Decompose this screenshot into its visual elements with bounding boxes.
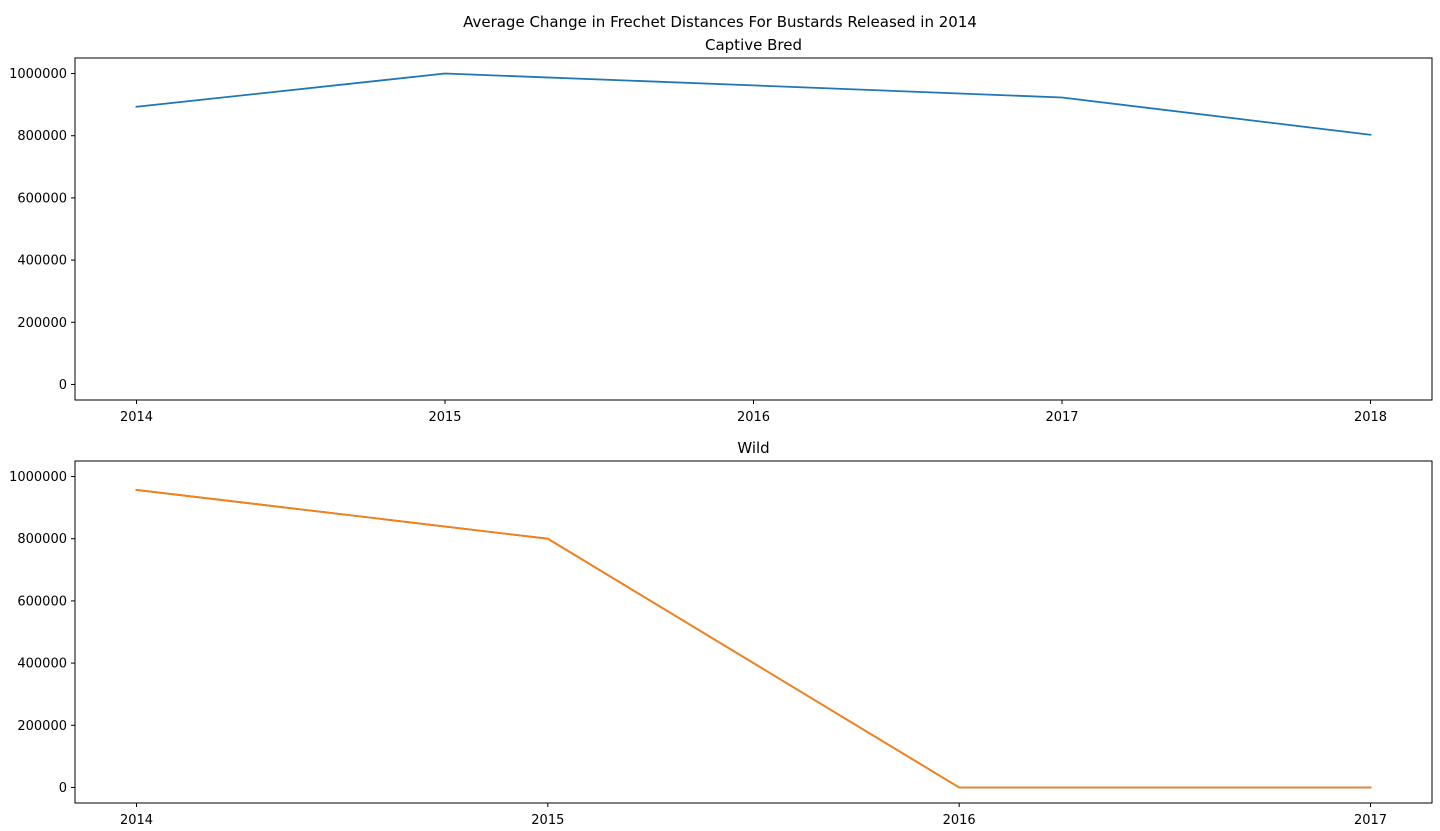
figure-title: Average Change in Frechet Distances For … [463, 13, 977, 31]
y-tick-label: 400000 [17, 657, 67, 672]
x-tick-label: 2014 [120, 813, 153, 828]
y-tick-label: 1000000 [9, 67, 67, 82]
series-line [135, 488, 1372, 789]
y-tick-label: 0 [59, 378, 67, 393]
y-tick-label: 800000 [17, 532, 67, 547]
x-tick-label: 2017 [1354, 813, 1387, 828]
series-line [135, 72, 1372, 136]
y-tick-label: 1000000 [9, 470, 67, 485]
x-tick-label: 2016 [737, 410, 770, 425]
y-tick-label: 400000 [17, 254, 67, 269]
series-line [135, 488, 1372, 789]
x-tick-label: 2018 [1354, 410, 1387, 425]
x-tick-label: 2014 [120, 410, 153, 425]
y-tick-label: 600000 [17, 191, 67, 206]
subplot-title: Captive Bred [705, 36, 802, 54]
plot-frame [74, 460, 1433, 804]
y-tick-label: 0 [59, 781, 67, 796]
x-tick-label: 2015 [531, 813, 564, 828]
x-tick-label: 2015 [428, 410, 461, 425]
subplot-title: Wild [737, 439, 769, 457]
y-tick-label: 800000 [17, 129, 67, 144]
y-tick-label: 200000 [17, 316, 67, 331]
plot-frame [74, 57, 1433, 401]
y-tick-label: 600000 [17, 594, 67, 609]
y-tick-label: 200000 [17, 719, 67, 734]
x-tick-label: 2016 [943, 813, 976, 828]
x-tick-label: 2017 [1045, 410, 1078, 425]
